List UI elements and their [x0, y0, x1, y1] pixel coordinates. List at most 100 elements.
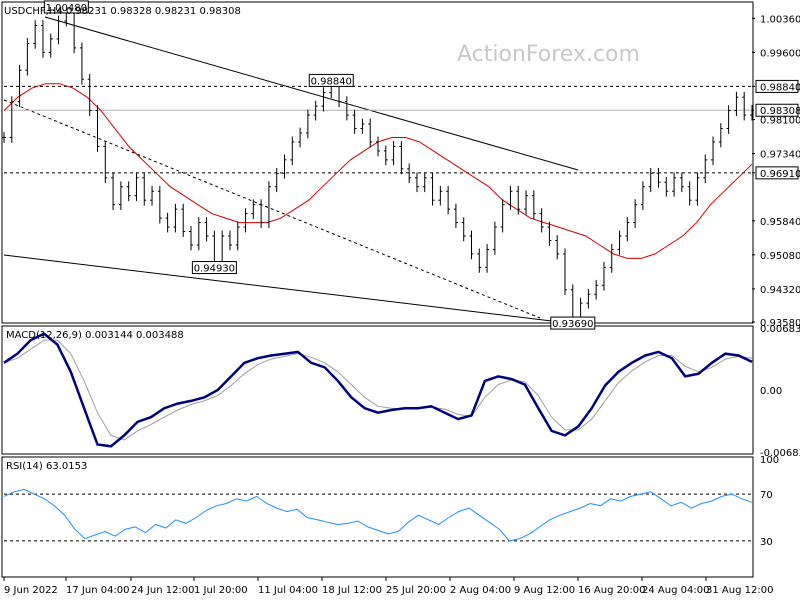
price-bar: [687, 181, 692, 206]
price-bar: [555, 235, 560, 260]
price-bar: [461, 217, 466, 242]
price-bar: [383, 145, 388, 166]
price-bar: [33, 20, 38, 49]
price-bar: [25, 38, 30, 76]
x-tick-label: 24 Jun 12:00: [131, 585, 195, 596]
price-bar: [391, 141, 396, 166]
level-label: 0.94930: [191, 261, 237, 275]
level-label-text: 0.98840: [311, 76, 352, 87]
y-tick-label: 0.95840: [760, 217, 800, 228]
x-tick-label: 25 Jul 20:00: [386, 585, 446, 596]
chart-header: USDCHF,H4 0.98231 0.98328 0.98231 0.9830…: [4, 6, 241, 17]
current-price-tag-text: 0.98308: [760, 106, 800, 117]
price-bar: [594, 279, 599, 300]
price-bar: [664, 176, 669, 197]
price-bar: [586, 288, 591, 309]
price-bar: [142, 172, 147, 206]
y-tick-label: 1.00360: [760, 14, 800, 25]
level-label-text: 1.00480: [46, 3, 87, 14]
price-bar: [656, 167, 661, 188]
x-tick-label: 2 Aug 04:00: [450, 585, 511, 596]
price-bar: [181, 203, 186, 237]
price-bar: [711, 136, 716, 166]
x-axis: 9 Jun 2022 17 Jun 04:00 24 Jun 12:00 1 Jul …: [3, 577, 773, 596]
price-bar: [259, 199, 264, 228]
x-tick-label: 16 Aug 20:00: [578, 585, 645, 596]
price-bar: [243, 208, 248, 233]
y-tick-label: 0.93580: [760, 318, 800, 329]
trendline-lower: [3, 254, 561, 323]
price-bar: [103, 141, 108, 184]
price-bar: [609, 244, 614, 273]
price-bar: [118, 181, 123, 211]
level-label: 0.98840: [308, 73, 354, 87]
price-bar: [368, 118, 373, 148]
rsi-panel-frame: [1, 456, 754, 578]
price-bar: [414, 172, 419, 193]
price-bar: [422, 172, 427, 193]
price-bar: [601, 261, 606, 291]
price-panel: 1.00480 0.98840 0.94930 0.93690 1.00360 0.996…: [2, 0, 800, 330]
price-bar: [508, 185, 513, 211]
price-bar: [640, 181, 645, 211]
price-bar: [485, 244, 490, 273]
x-tick-label: 9 Aug 12:00: [514, 585, 575, 596]
price-bar: [703, 154, 708, 184]
rsi-panel: 100 70 30: [3, 455, 779, 548]
price-bar: [469, 230, 474, 260]
level-tag-lower-text: 0.96910: [760, 169, 800, 180]
price-bar: [40, 20, 45, 58]
rsi-y-tick-label: 100: [760, 455, 779, 466]
price-bar: [516, 185, 521, 215]
price-panel-frame: [1, 1, 754, 324]
price-bar: [157, 185, 162, 224]
price-bar: [360, 118, 365, 134]
macd-y-tick-label: -0.00683: [760, 448, 800, 459]
level-label-box: [550, 316, 596, 330]
price-bar: [282, 154, 287, 179]
price-bar: [633, 199, 638, 228]
price-bar: [672, 172, 677, 197]
price-bar: [352, 109, 357, 134]
price-bar: [539, 208, 544, 233]
level-label: 1.00480: [43, 0, 89, 14]
macd-signal-line: [3, 339, 753, 441]
price-bar: [438, 185, 443, 206]
price-bar: [111, 172, 116, 211]
price-bar: [492, 221, 497, 255]
price-bar: [48, 33, 53, 58]
macd-panel-frame: [1, 325, 754, 455]
level-label-text: 0.93690: [552, 319, 593, 330]
trendline-upper: [44, 16, 579, 171]
price-bar: [95, 105, 100, 152]
level-tag-lower-box: [755, 166, 799, 180]
price-bar: [734, 91, 739, 116]
level-label-box: [191, 261, 237, 275]
price-bar: [446, 185, 451, 215]
price-bar: [500, 199, 505, 233]
x-tick-label: 24 Aug 04:00: [642, 585, 709, 596]
price-bar: [196, 217, 201, 251]
rsi-line: [3, 488, 753, 542]
price-bar: [563, 248, 567, 296]
y-tick-label: 0.95080: [760, 251, 800, 262]
y-tick-label: 0.98100: [760, 116, 800, 127]
x-tick-label: 31 Aug 12:00: [706, 585, 773, 596]
price-bar: [189, 226, 193, 251]
level-label: 0.93690: [550, 316, 596, 330]
level-tag-upper-text: 0.98840: [760, 82, 800, 93]
macd-y-tick-label: 0.006832: [760, 324, 800, 335]
x-tick-label: 1 Jul 20:00: [194, 585, 248, 596]
y-tick-label: 0.94320: [760, 285, 800, 296]
x-tick-label: 9 Jun 2022: [4, 585, 58, 596]
price-bar: [298, 127, 303, 148]
price-bar: [290, 136, 295, 166]
price-bar: [742, 91, 747, 121]
macd-panel: 0.006832 0.00 -0.00683: [3, 324, 800, 459]
x-tick-label: 18 Jul 12:00: [322, 585, 382, 596]
y-tick-label: 0.97340: [760, 150, 800, 161]
price-bar: [79, 42, 84, 85]
price-bar: [9, 96, 14, 143]
macd-y-tick-label: 0.00: [760, 386, 782, 397]
price-bar: [695, 172, 700, 206]
